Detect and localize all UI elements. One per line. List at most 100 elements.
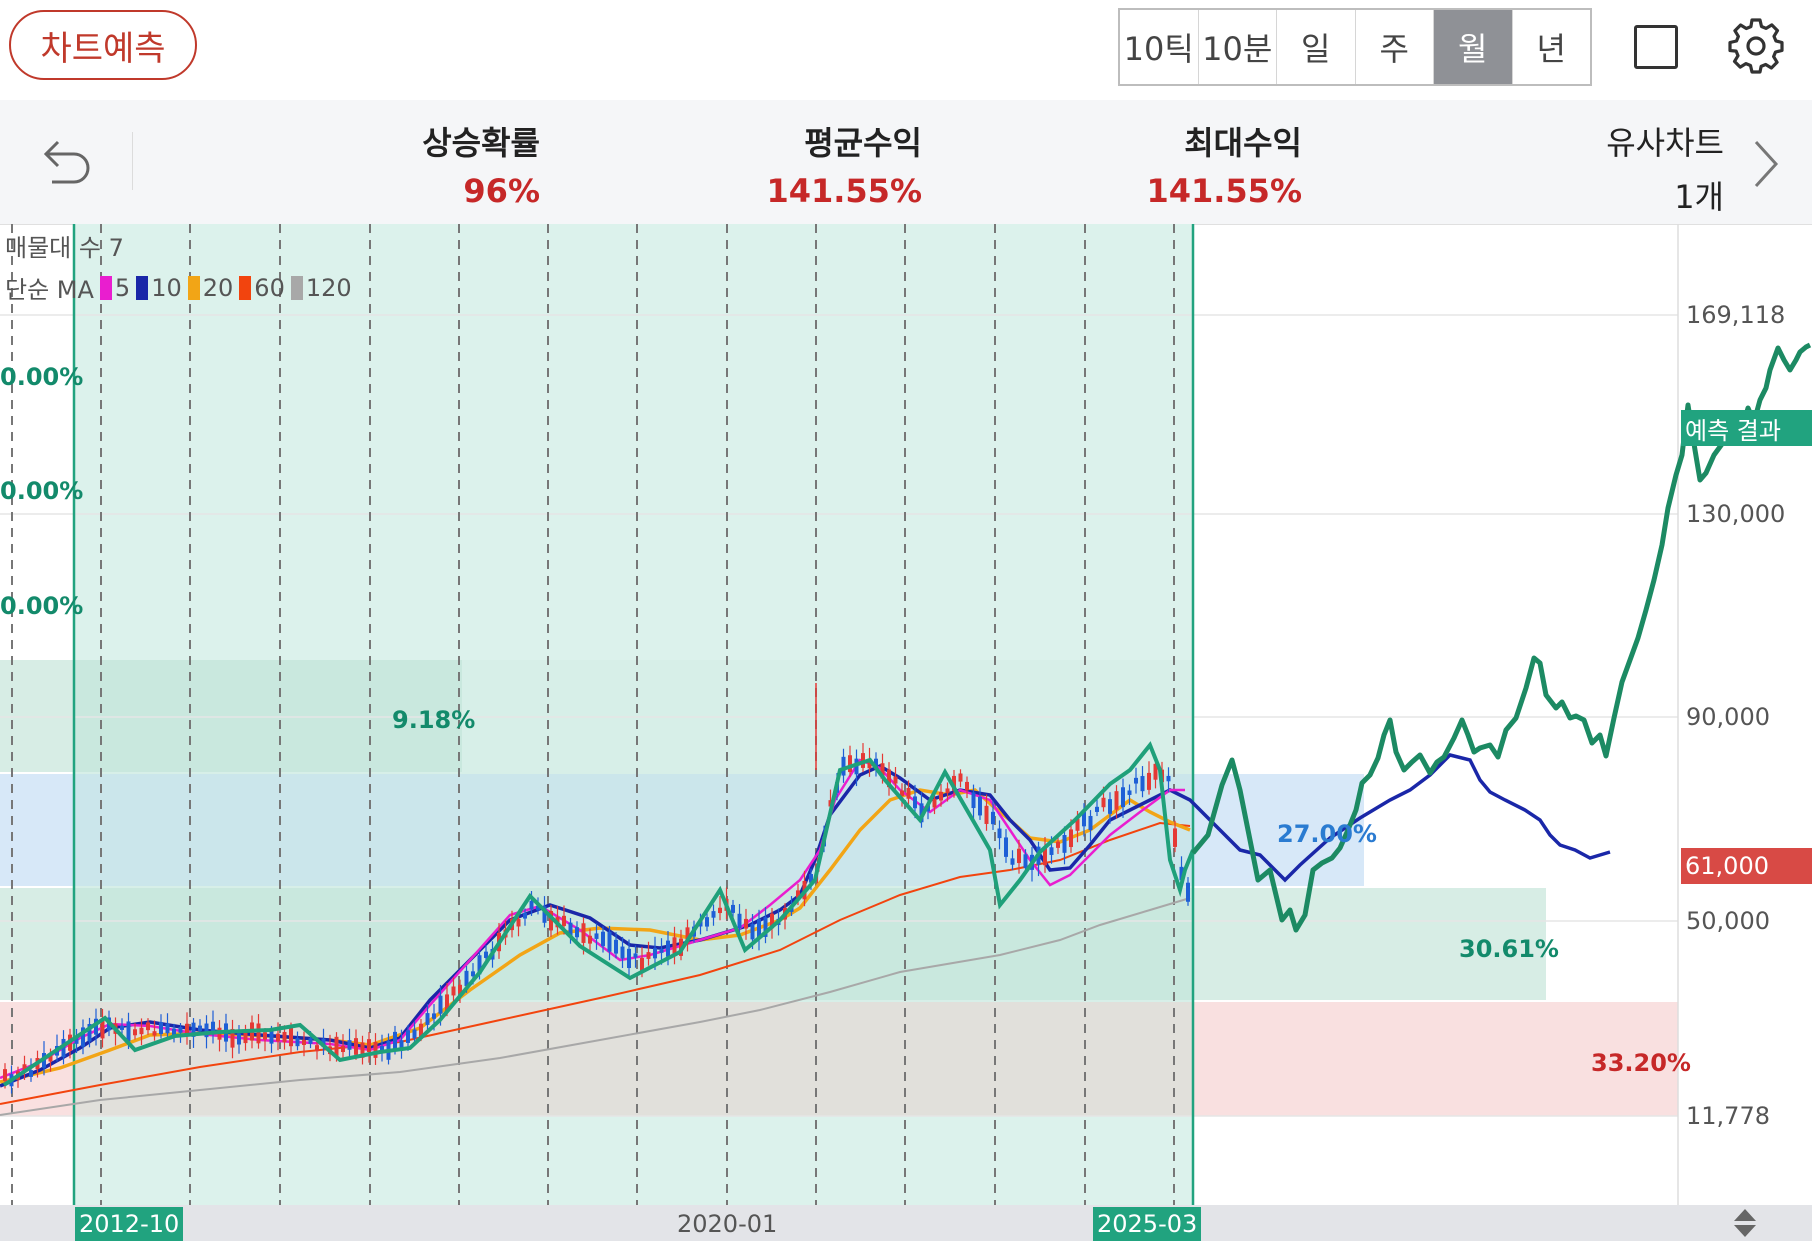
y-axis-label: 50,000 [1686,907,1770,935]
candle-body [1062,835,1067,853]
period-month-button[interactable]: 월 [1434,10,1513,84]
candle-body [380,1046,384,1052]
candle-body [74,1038,79,1044]
y-axis-label: 11,778 [1686,1102,1770,1130]
square-icon[interactable] [1634,25,1678,69]
candle-body [685,927,690,944]
similar-chart-label: 유사차트 [1606,124,1724,162]
candle-body [360,1042,365,1058]
period-selector: 10틱 10분 일 주 월 년 [1118,8,1592,86]
candle-body [666,940,670,957]
candle-body [347,1040,352,1050]
candle-body [991,811,995,825]
rise-probability-stat: 상승확률 96% [420,118,540,210]
candle-body [763,917,768,937]
ma-type-label: 단순 MA [5,276,94,304]
candle-body [614,939,618,954]
candle-body [731,904,735,913]
candle-body [256,1023,261,1044]
chart-predict-button[interactable]: 차트예측 [9,10,197,80]
candle-body [620,946,625,959]
candle-body [29,1070,33,1077]
candle-body [848,755,852,773]
candle-body [133,1029,137,1036]
candle-body [393,1031,397,1051]
period-day-button[interactable]: 일 [1277,10,1356,84]
candle-body [94,1018,98,1035]
candle-body [1056,841,1060,848]
candle-body [549,910,553,931]
candle-body [81,1027,85,1047]
candle-body [185,1023,189,1035]
candle-body [1127,790,1132,795]
average-return-label: 평균수익 [804,124,922,162]
candle-body [354,1038,358,1055]
candle-body [1049,847,1054,855]
ma-60-swatch [239,275,252,300]
candle-body [1075,818,1080,831]
candle-body [399,1040,404,1050]
period-year-button[interactable]: 년 [1536,30,1566,68]
period-10min-button[interactable]: 10분 [1199,10,1277,84]
similar-chart-stat[interactable]: 유사차트 1개 [1560,118,1724,218]
candle-body [581,923,586,943]
candle-body [1088,815,1093,831]
candle-body [770,913,774,929]
candle-body [451,986,456,996]
up-down-arrow-icon[interactable] [1730,1207,1760,1239]
candle-body [607,931,612,952]
candle-body [432,1013,436,1019]
stats-divider [132,132,133,190]
candle-body [900,790,904,797]
candle-body [282,1031,287,1043]
candle-body [952,775,956,791]
candle-body [1010,858,1015,865]
x-axis-bar[interactable] [0,1205,1812,1241]
candle-body [406,1030,410,1043]
candle-body [750,923,755,940]
ma-60-label: 60 [254,273,285,302]
candle-body [659,948,664,953]
candle-body [445,994,449,1012]
rise-probability-label: 상승확률 [422,124,540,162]
candle-body [1173,828,1177,847]
candle-body [523,912,527,919]
volume-zone-3 [0,888,1546,1000]
candle-body [243,1032,248,1044]
candle-body [464,970,469,987]
candle-body [1166,775,1171,782]
price-chart[interactable] [0,224,1812,1241]
candle-body [289,1027,293,1047]
average-return-value: 141.55% [766,172,922,210]
candle-body [906,787,911,799]
candle-body [971,792,976,809]
current-price-tag: 61,000 [1681,848,1812,884]
candle-body [484,951,488,958]
candle-body [120,1025,124,1030]
candle-body [471,971,475,977]
candle-body [152,1031,157,1036]
period-10tick-button[interactable]: 10틱 [1120,10,1199,84]
volume-zone-pct: 33.20% [1591,1049,1691,1077]
undo-arrow-icon[interactable] [40,134,94,188]
gear-icon[interactable] [1728,18,1784,74]
candle-body [887,769,891,788]
volume-zone-pct: 30.61% [1459,935,1559,963]
pattern-end-date: 2025-03 [1093,1207,1202,1241]
candle-body [1140,776,1145,792]
chevron-right-icon[interactable] [1748,136,1784,192]
candle-body [575,927,579,938]
ma-5-label: 5 [114,273,131,302]
candle-body [139,1027,144,1035]
candle-body [211,1021,215,1035]
moving-average-legend: 단순 MA 5 10 20 60 120 [5,270,352,305]
candle-body [932,798,937,808]
period-week-button[interactable]: 주 [1356,10,1434,84]
ma-10-swatch [136,275,149,300]
candle-body [965,781,969,791]
ma-120-line [0,897,1191,1116]
candle-body [438,995,443,1014]
candle-body [295,1038,300,1047]
candle-body [841,756,846,776]
candle-body [419,1023,423,1038]
